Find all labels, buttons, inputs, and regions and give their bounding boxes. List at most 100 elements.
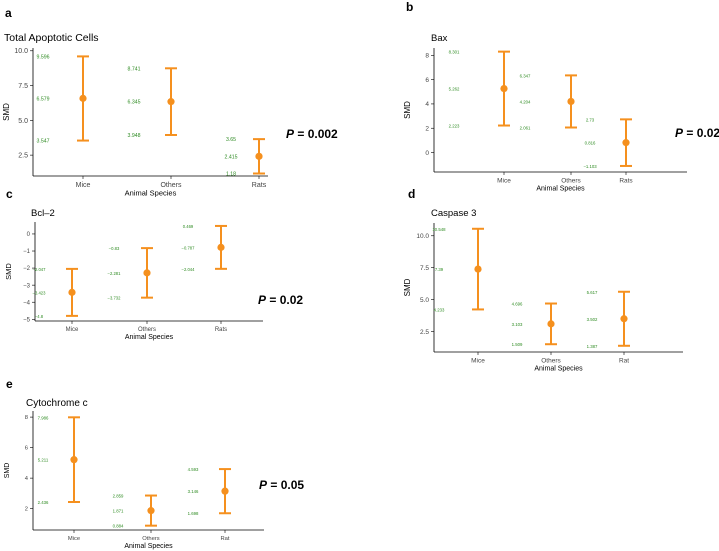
mean-point [567, 97, 575, 106]
x-axis-title: Animal Species [536, 186, 585, 193]
x-tick-label: Rats [252, 182, 267, 189]
x-axis-title: Animal Species [124, 543, 173, 550]
chart-title: Cytochrome c [26, 398, 88, 409]
x-tick-label: Mice [497, 178, 511, 185]
upper-value-label: −2.047 [33, 267, 47, 272]
mean-value-label: −0.787 [182, 245, 196, 250]
y-tick-label: 2.5 [420, 329, 429, 336]
lower-value-label: −2.044 [182, 267, 196, 272]
x-axis-title: Animal Species [534, 366, 583, 373]
y-tick-label: 7.5 [18, 83, 28, 90]
lower-value-label: 2.223 [449, 124, 460, 129]
upper-value-label: 4.696 [512, 302, 523, 307]
upper-value-label: 8.741 [128, 66, 141, 72]
y-axis-title: SMD [403, 101, 412, 119]
upper-value-label: 5.617 [587, 290, 598, 295]
x-tick-label: Others [138, 327, 156, 333]
x-tick-label: Mice [76, 182, 91, 189]
y-tick-label: 7.5 [420, 265, 429, 272]
panel-c: c Bcl–2 −5 −4 −3 −2 −1 0 Mice Others Rats Animal Sp… [4, 187, 303, 341]
lower-value-label: 1.387 [587, 344, 598, 349]
x-axis-title: Animal Species [125, 334, 174, 341]
upper-value-label: 9.596 [37, 54, 50, 60]
panel-letter: b [406, 0, 413, 14]
mean-value-label: 7.39 [435, 267, 444, 272]
y-tick-label: 10.0 [416, 233, 429, 240]
y-tick-label: 2 [425, 126, 429, 133]
lower-value-label: 3.547 [37, 139, 50, 145]
upper-value-label: 3.65 [226, 137, 236, 143]
upper-value-label: 0.469 [183, 224, 194, 229]
y-tick-label: 2.5 [18, 153, 28, 160]
mean-point [167, 98, 175, 106]
upper-value-label: 2.73 [586, 117, 595, 122]
upper-value-label: 6.347 [520, 73, 531, 78]
panel-b: b Bax 0 2 4 6 8 Mice Others Rats Animal Species SMD… [403, 0, 719, 193]
mean-point [622, 139, 630, 147]
mean-point [547, 320, 555, 328]
mean-value-label: 3.502 [587, 317, 598, 322]
y-tick-label: 2 [25, 507, 28, 513]
panel-a: a Total Apoptotic Cells 2.5 5.0 7.5 10.0 Mice O… [2, 6, 338, 198]
y-axis-title: SMD [2, 103, 11, 121]
mean-value-label: 5.262 [449, 87, 460, 92]
mean-point [147, 507, 155, 515]
mean-point [79, 94, 87, 102]
panel-letter: a [5, 6, 12, 20]
mean-value-label: 5.211 [38, 458, 49, 463]
x-tick-label: Rats [619, 178, 633, 185]
lower-value-label: −3.732 [108, 296, 122, 301]
x-tick-label: Others [160, 182, 182, 189]
x-tick-label: Rat [220, 536, 229, 542]
upper-value-label: 7.986 [38, 415, 49, 420]
y-tick-label: 5.0 [18, 118, 28, 125]
y-tick-label: 8 [425, 53, 429, 60]
panel-letter: d [408, 187, 415, 201]
mean-point [143, 269, 151, 277]
panel-e: e Cytochrome c 2 4 6 8 Mice Others Rat Animal Spe… [4, 377, 304, 550]
chart-title: Total Apoptotic Cells [4, 32, 99, 44]
y-axis-title: SMD [4, 263, 13, 280]
mean-value-label: −3.423 [33, 290, 47, 295]
y-tick-label: 8 [25, 415, 28, 421]
lower-value-label: 0.884 [113, 524, 124, 529]
mean-point [620, 315, 628, 323]
y-tick-label: 6 [425, 77, 429, 84]
lower-value-label: 3.948 [128, 133, 141, 139]
lower-value-label: 2.436 [38, 500, 49, 505]
y-axis-title: SMD [403, 278, 412, 296]
mean-value-label: 3.103 [512, 322, 523, 327]
upper-value-label: 8.301 [449, 50, 460, 55]
mean-point [474, 265, 482, 273]
y-tick-label: −4 [23, 300, 31, 306]
upper-value-label: 2.859 [113, 494, 124, 499]
mean-point [255, 152, 263, 160]
lower-value-label: 1.18 [226, 171, 236, 177]
y-tick-label: −2 [23, 266, 31, 272]
panel-letter: c [6, 187, 13, 201]
x-tick-label: Mice [68, 536, 80, 542]
mean-point [70, 456, 78, 464]
y-tick-label: 0 [27, 232, 31, 238]
x-tick-label: Rat [619, 358, 629, 365]
upper-value-label: 10.548 [432, 227, 446, 232]
y-tick-label: −3 [23, 283, 31, 289]
mean-value-label: 2.415 [225, 154, 238, 160]
x-tick-label: Others [142, 536, 159, 542]
mean-value-label: −2.281 [108, 271, 122, 276]
y-axis-title: SMD [4, 463, 11, 479]
x-tick-label: Mice [471, 358, 485, 365]
mean-value-label: 1.871 [113, 509, 124, 514]
x-tick-label: Rats [215, 327, 227, 333]
y-tick-label: 5.0 [420, 297, 429, 304]
mean-value-label: 0.816 [585, 141, 596, 146]
y-tick-label: 10.0 [14, 48, 28, 55]
panel-letter: e [6, 377, 13, 391]
lower-value-label: 1.509 [512, 342, 523, 347]
y-tick-label: 4 [425, 101, 429, 108]
mean-value-label: 6.345 [128, 100, 141, 106]
lower-value-label: 1.698 [188, 511, 199, 516]
p-value: P = 0.05 [259, 478, 304, 492]
upper-value-label: −0.83 [109, 246, 120, 251]
